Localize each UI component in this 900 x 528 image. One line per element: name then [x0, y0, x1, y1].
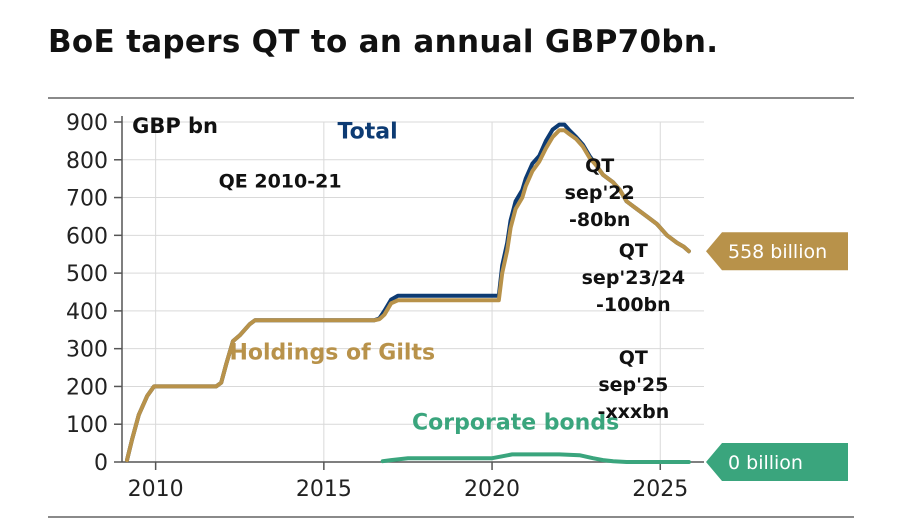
- end-label-box: [706, 443, 848, 481]
- y-tick-label: 700: [66, 187, 108, 212]
- qt-note-line: sep'22: [565, 182, 635, 204]
- x-tick-label: 2025: [632, 477, 688, 502]
- y-tick-label: 900: [66, 111, 108, 136]
- top-rule: [48, 97, 854, 99]
- y-tick-label: 200: [66, 375, 108, 400]
- annotation-label: QE 2010-21: [219, 171, 342, 193]
- end-label-text: 558 billion: [728, 241, 827, 263]
- series-corporate-bonds-line: [380, 452, 691, 464]
- y-tick-label: 600: [66, 224, 108, 249]
- gridlines: [122, 121, 704, 462]
- end-labels: 558 billion 0 billion: [706, 232, 848, 481]
- x-tick-label: 2015: [296, 477, 352, 502]
- y-tick-label: 300: [66, 338, 108, 363]
- y-tick-label: 400: [66, 300, 108, 325]
- x-tick-label: 2020: [464, 477, 520, 502]
- y-tick-label: 0: [94, 451, 108, 476]
- end-label-box: [706, 232, 848, 271]
- end-label-text: 0 billion: [728, 452, 803, 474]
- qt-note-line: QT: [619, 240, 648, 262]
- y-tick-label: 100: [66, 413, 108, 438]
- series-holdings-of-gilts-line: [125, 128, 691, 463]
- annotations: GBP bn Total QE 2010-21 Holdings of Gilts Co…: [132, 114, 685, 436]
- qt-note-line: -xxxbn: [597, 401, 669, 423]
- qt-note-line: sep'23/24: [582, 267, 685, 289]
- y-tick-label: 500: [66, 262, 108, 287]
- bottom-rule: [48, 516, 854, 518]
- qt-note-line: QT: [585, 155, 614, 177]
- axes: 0 100 200 300 400 500 600 700 800 900 2010 2015 2020…: [66, 111, 704, 502]
- annotation-label: GBP bn: [132, 114, 218, 138]
- qt-note-line: QT: [619, 347, 648, 369]
- annotation-label: Total: [338, 119, 398, 144]
- y-tick-label: 800: [66, 149, 108, 174]
- qt-note-line: -80bn: [569, 209, 630, 231]
- series-lines: [125, 122, 691, 464]
- x-tick-label: 2010: [128, 477, 184, 502]
- annotation-label: Corporate bonds: [412, 410, 619, 435]
- qt-note-line: sep'25: [598, 374, 668, 396]
- qt-note-line: -100bn: [596, 294, 671, 316]
- annotation-label: Holdings of Gilts: [229, 340, 435, 365]
- chart-title: BoE tapers QT to an annual GBP70bn.: [48, 24, 719, 60]
